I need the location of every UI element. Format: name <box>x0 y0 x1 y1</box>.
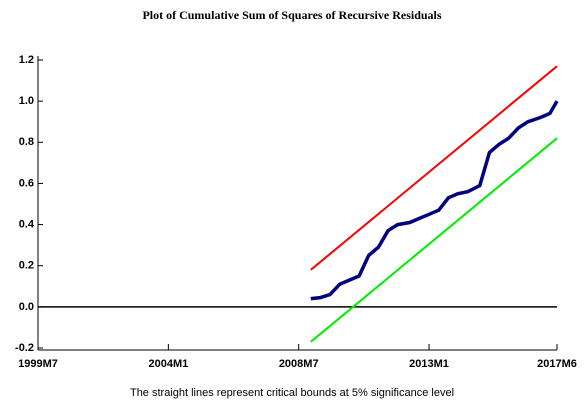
series-line <box>310 65 558 271</box>
footnote: The straight lines represent critical bo… <box>130 387 454 399</box>
y-tick-label: -0.2 <box>15 342 34 354</box>
y-tick-label: 1.0 <box>19 95 34 107</box>
y-tick-label: 0.8 <box>19 136 34 148</box>
x-tick-label: 2004M1 <box>148 358 188 370</box>
chart-title: Plot of Cumulative Sum of Squares of Rec… <box>142 8 441 22</box>
x-tick-label: 2008M7 <box>279 358 319 370</box>
y-tick-label: 0.0 <box>19 301 34 313</box>
x-tick-label: 2013M1 <box>409 358 449 370</box>
y-tick-label: 0.6 <box>19 177 34 189</box>
x-tick-label: 1999M7 <box>18 358 58 370</box>
y-tick-label: 0.2 <box>19 260 34 272</box>
x-tick-label: 2017M6 <box>537 358 577 370</box>
series-line <box>310 137 558 343</box>
y-tick-label: 0.4 <box>19 218 35 230</box>
series-line <box>310 100 559 301</box>
y-tick-label: 1.2 <box>19 54 34 66</box>
